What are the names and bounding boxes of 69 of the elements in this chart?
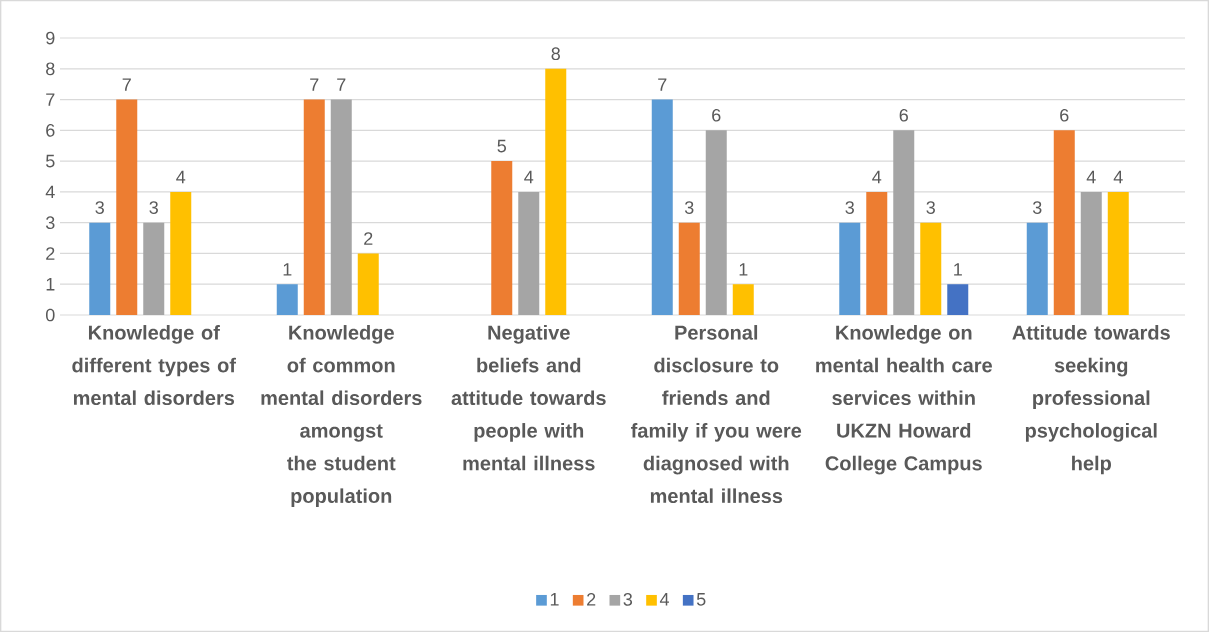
- data-label: 7: [658, 78, 667, 91]
- y-tick-label: 9: [46, 31, 55, 45]
- x-tick-label: Negative beliefs and attitude towards people with mental illness: [451, 325, 606, 471]
- data-label: 2: [364, 232, 373, 245]
- y-tick-label: 3: [45, 216, 55, 230]
- data-label: 4: [1113, 170, 1123, 184]
- y-tick-label: 0: [45, 308, 55, 322]
- bar: [330, 99, 352, 315]
- bar: [491, 161, 513, 315]
- data-label: 6: [1060, 108, 1069, 122]
- x-tick-label: Personal disclosure to friends and family if you were diagnosed with mental illness: [631, 325, 802, 504]
- data-label: 1: [283, 263, 292, 276]
- data-label: 1: [739, 263, 748, 276]
- bar: [303, 99, 325, 315]
- bar: [170, 191, 192, 315]
- bar: [947, 284, 969, 315]
- y-tick-label: 8: [46, 62, 55, 76]
- legend-label: 1: [550, 593, 559, 606]
- bar: [143, 222, 165, 315]
- data-label: 3: [845, 201, 854, 214]
- bar: [1053, 130, 1075, 315]
- data-label: 4: [1086, 170, 1096, 184]
- legend-label: 4: [659, 593, 670, 606]
- y-tick-label: 2: [46, 247, 55, 260]
- data-label: 3: [95, 201, 104, 214]
- data-label: 3: [1032, 201, 1042, 214]
- bar: [357, 253, 379, 315]
- data-label: 6: [899, 108, 908, 122]
- data-label: 7: [337, 78, 346, 91]
- data-label: 5: [497, 139, 507, 153]
- bar: [116, 99, 138, 315]
- y-tick-label: 1: [46, 278, 55, 291]
- x-tick-label: Knowledge on mental health care services within UKZN Howard College Campus: [816, 325, 992, 475]
- bar: [1026, 222, 1048, 315]
- data-label: 4: [176, 170, 186, 184]
- data-label: 3: [684, 201, 694, 214]
- bar: [545, 68, 567, 315]
- bar: [732, 284, 754, 315]
- x-tick-label: Knowledge of common mental disorders amongst the student population: [261, 325, 422, 508]
- bar: [705, 130, 727, 315]
- data-label: 4: [524, 170, 534, 184]
- bar: [920, 222, 942, 315]
- data-label: 7: [310, 78, 319, 91]
- data-label: 7: [122, 78, 131, 91]
- bar: [651, 99, 673, 315]
- bar: [678, 222, 700, 315]
- data-label: 1: [954, 263, 962, 276]
- bar: [518, 191, 540, 315]
- data-label: 4: [872, 170, 882, 184]
- legend-label: 3: [623, 593, 633, 606]
- x-tick-label: Attitude towards seeking professional psychological help: [1012, 325, 1170, 475]
- data-label: 6: [712, 108, 721, 122]
- y-tick-label: 5: [45, 154, 55, 168]
- bar: [839, 222, 861, 315]
- y-tick-label: 6: [46, 123, 55, 137]
- y-tick-label: 7: [46, 93, 55, 106]
- bar: [276, 284, 298, 315]
- bar: [893, 130, 915, 315]
- data-label: 3: [926, 201, 935, 214]
- data-label: 8: [551, 47, 560, 61]
- bar: [1080, 191, 1102, 315]
- bar: [89, 222, 111, 315]
- bar: [866, 191, 888, 315]
- x-tick-label: Knowledge of different types of mental disorders: [72, 325, 236, 406]
- data-label: 3: [149, 201, 158, 214]
- bar: [1107, 191, 1129, 315]
- legend-label: 5: [696, 593, 706, 606]
- y-tick-label: 4: [45, 185, 55, 199]
- legend-label: 2: [587, 593, 596, 606]
